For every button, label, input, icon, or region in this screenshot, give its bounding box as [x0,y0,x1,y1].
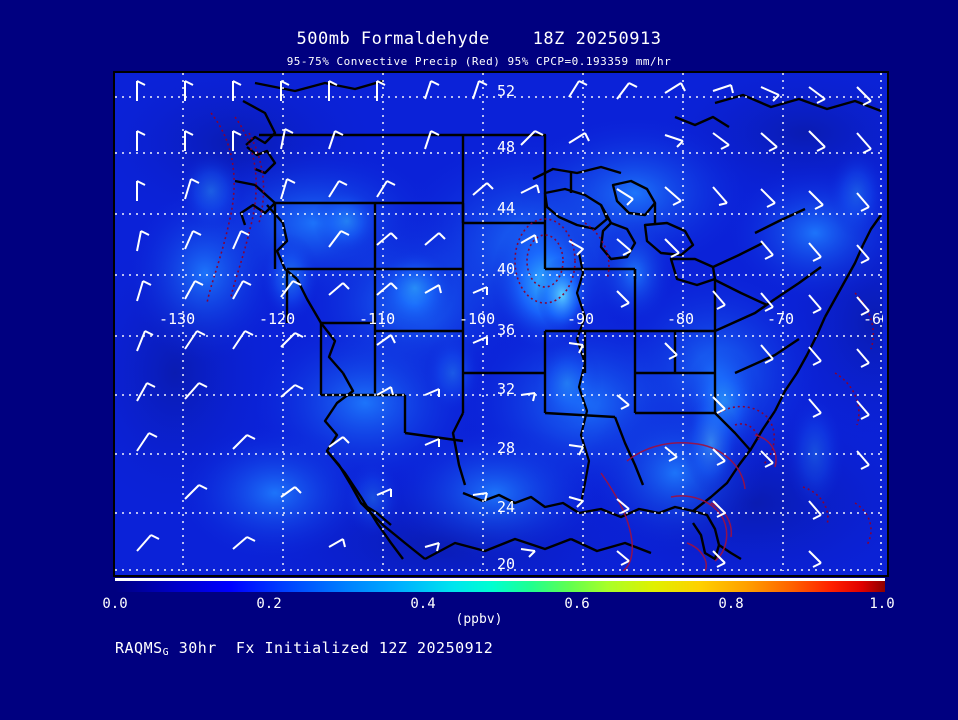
lon-label: -130 [159,310,195,328]
lon-label: -70 [767,310,794,328]
model-footer-rest: 30hr Fx Initialized 12Z 20250912 [169,639,494,657]
coastline-layer [234,79,882,561]
lat-label: 48 [497,138,515,156]
map-plot-area[interactable]: 52 48 44 40 36 32 28 24 20 -130 -120 -11… [113,71,889,577]
model-footer: RAQMSG 30hr Fx Initialized 12Z 20250912 [115,639,493,658]
colorbar-tick-label: 0.2 [256,596,282,612]
convective-precip-contours-solid [600,434,777,571]
lat-label: 20 [497,555,515,571]
lon-label: -120 [259,310,295,328]
colorbar-container [115,578,885,592]
gridlines [115,73,883,571]
lon-label: -60 [863,310,883,328]
colorbar-tick-label: 1.0 [869,596,895,612]
lat-label: 32 [497,380,515,398]
lon-label: -80 [667,310,694,328]
lat-label: 24 [497,498,515,516]
colorbar-top-rule [115,578,885,581]
lat-label: 40 [497,260,515,278]
lat-label: 36 [497,321,515,339]
chart-subtitle: 95-75% Convective Precip (Red) 95% CPCP=… [286,55,672,68]
colorbar-tick-label: 0.6 [564,596,590,612]
colorbar-gradient [115,581,885,592]
lon-label: -110 [359,310,395,328]
colorbar-unit-label: (ppbv) [455,612,503,627]
lat-label: 28 [497,439,515,457]
lon-tick-labels: -130 -120 -110 -100 -90 -80 -70 -60 [159,310,883,328]
wind-barbs-layer [136,80,872,568]
convective-precip-contours [206,112,875,546]
lon-label: -100 [459,310,495,328]
model-name: RAQMS [115,639,163,657]
lon-label: -90 [567,310,594,328]
model-name-subscript: G [162,647,170,658]
map-svg: 52 48 44 40 36 32 28 24 20 -130 -120 -11… [115,73,883,571]
map-inner: 52 48 44 40 36 32 28 24 20 -130 -120 -11… [115,73,883,571]
lat-label: 52 [497,82,515,100]
lat-tick-labels: 52 48 44 40 36 32 28 24 20 [497,82,515,571]
colorbar-tick-label: 0.8 [718,596,744,612]
lat-label: 44 [497,199,515,217]
colorbar-tick-label: 0.0 [102,596,128,612]
colorbar-tick-label: 0.4 [410,596,436,612]
chart-title: 500mb Formaldehyde 18Z 20250913 [296,29,662,49]
